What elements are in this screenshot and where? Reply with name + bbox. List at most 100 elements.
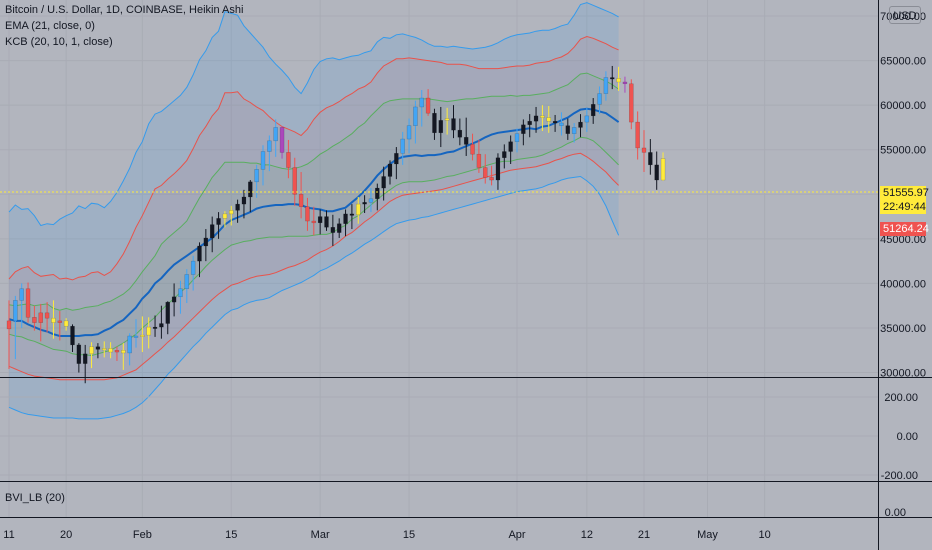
candle[interactable] [635, 111, 640, 160]
candle[interactable] [641, 130, 647, 173]
candle[interactable] [438, 106, 444, 148]
kcb-legend[interactable]: KCB (20, 10, 1, close) [5, 36, 113, 48]
ema-legend[interactable]: EMA (21, close, 0) [5, 20, 95, 32]
candle[interactable] [165, 301, 170, 335]
candle[interactable] [552, 114, 558, 132]
candle[interactable] [406, 118, 412, 154]
candle[interactable] [89, 342, 94, 369]
candle[interactable] [375, 183, 380, 211]
candle[interactable] [184, 269, 190, 304]
candle[interactable] [527, 114, 532, 138]
candle[interactable] [336, 218, 342, 238]
symbol-title[interactable]: Bitcoin / U.S. Dollar, 1D, COINBASE, Hei… [5, 4, 244, 16]
candle[interactable] [502, 144, 507, 169]
candle[interactable] [629, 79, 634, 130]
candle[interactable] [121, 343, 126, 370]
candle[interactable] [108, 342, 113, 359]
candle[interactable] [146, 317, 151, 349]
candle[interactable] [82, 344, 88, 384]
candle[interactable] [260, 145, 266, 186]
candle[interactable] [432, 108, 437, 140]
candle[interactable] [349, 204, 355, 230]
candle[interactable] [235, 199, 240, 223]
candle[interactable] [533, 106, 539, 133]
candle[interactable] [660, 152, 666, 181]
candle[interactable] [51, 300, 56, 339]
candle[interactable] [127, 333, 132, 366]
candle[interactable] [248, 180, 253, 213]
candle[interactable] [603, 71, 609, 101]
candle[interactable] [425, 89, 431, 116]
candle[interactable] [514, 128, 520, 153]
candle[interactable] [457, 118, 463, 146]
candle[interactable] [546, 106, 551, 133]
candle[interactable] [419, 90, 424, 127]
candle[interactable] [25, 282, 31, 323]
candle[interactable] [273, 119, 278, 157]
candle[interactable] [590, 98, 596, 124]
time-axis[interactable]: 11 20 Feb 15 Mar 15 Apr 12 21 May 10 [3, 529, 770, 541]
candle[interactable] [286, 139, 291, 179]
candle[interactable] [305, 197, 310, 231]
candle[interactable] [521, 119, 526, 146]
candle[interactable] [6, 300, 12, 369]
candle[interactable] [362, 195, 367, 214]
candle[interactable] [133, 319, 139, 348]
candle[interactable] [203, 229, 209, 262]
candle[interactable] [267, 135, 272, 172]
candle[interactable] [400, 131, 405, 165]
candle[interactable] [152, 315, 158, 337]
candle[interactable] [444, 107, 450, 135]
candle[interactable] [298, 172, 304, 219]
candle[interactable] [616, 66, 621, 91]
candle[interactable] [197, 242, 202, 278]
candle[interactable] [495, 153, 501, 190]
candle[interactable] [584, 107, 590, 132]
candle[interactable] [216, 212, 221, 239]
candle[interactable] [317, 209, 323, 235]
candle[interactable] [413, 100, 418, 144]
candle[interactable] [229, 205, 234, 226]
candle[interactable] [387, 160, 393, 185]
candle[interactable] [279, 126, 285, 159]
candle[interactable] [597, 86, 602, 115]
candle[interactable] [381, 166, 386, 201]
candle[interactable] [19, 283, 24, 328]
candle[interactable] [324, 210, 329, 231]
candle[interactable] [13, 295, 18, 360]
candle[interactable] [159, 305, 164, 339]
candle[interactable] [32, 305, 37, 331]
candle[interactable] [356, 196, 361, 224]
candle[interactable] [489, 165, 494, 186]
candle[interactable] [540, 105, 545, 132]
candle[interactable] [44, 302, 50, 333]
candle[interactable] [330, 214, 336, 246]
bvi-legend[interactable]: BVI_LB (20) [5, 492, 65, 504]
candle[interactable] [508, 135, 513, 164]
candle[interactable] [114, 346, 120, 361]
candle[interactable] [171, 283, 177, 317]
candle[interactable] [610, 65, 615, 90]
candle[interactable] [559, 112, 564, 136]
candle[interactable] [476, 139, 482, 173]
candle[interactable] [70, 324, 75, 353]
candle[interactable] [463, 117, 469, 156]
candle[interactable] [565, 118, 571, 140]
candle[interactable] [470, 133, 475, 161]
candle[interactable] [57, 311, 63, 341]
candle[interactable] [76, 343, 82, 373]
currency-button[interactable]: USD [889, 6, 921, 24]
candle[interactable] [38, 303, 43, 342]
candle[interactable] [483, 154, 488, 184]
candle[interactable] [648, 139, 653, 175]
candle[interactable] [102, 341, 107, 358]
candle[interactable] [292, 157, 297, 206]
candle[interactable] [190, 255, 196, 291]
candle[interactable] [343, 209, 348, 237]
candle[interactable] [451, 105, 456, 139]
candle[interactable] [209, 216, 215, 253]
candle[interactable] [178, 280, 183, 314]
candle[interactable] [95, 343, 101, 359]
candle[interactable] [241, 189, 247, 219]
